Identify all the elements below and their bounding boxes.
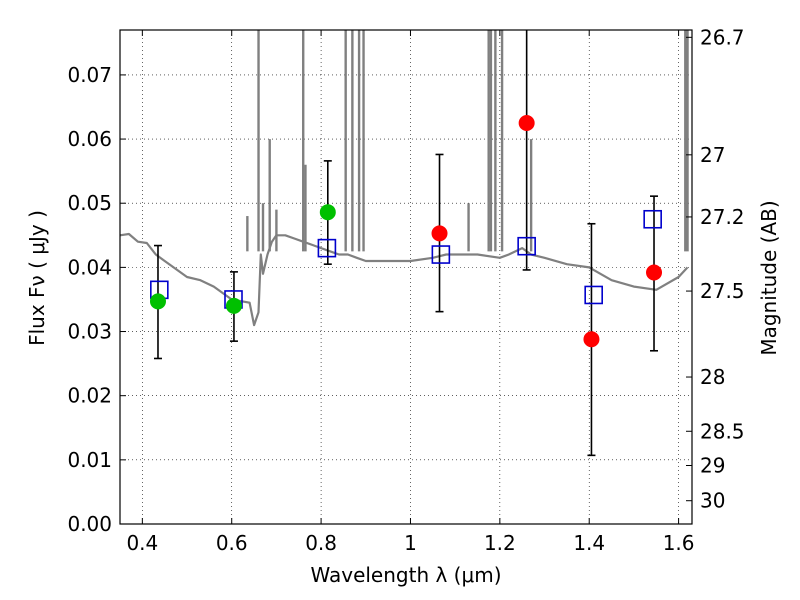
model-square [431, 245, 451, 264]
y-axis-ticks: 0.00 0.01 0.02 0.03 0.04 0.05 0.06 0.07 [67, 63, 126, 536]
mag-tick-label: 29 [700, 453, 725, 477]
model-square [643, 209, 662, 229]
y-axis-title: Flux Fν ( μJy ) [25, 210, 49, 346]
model-square [584, 285, 603, 305]
error-bars [153, 30, 659, 457]
data-point-green [149, 293, 166, 310]
y-tick-label: 0.02 [67, 384, 112, 408]
model-square [317, 238, 337, 258]
spectrum-line [119, 232, 689, 327]
magnitude-axis-ticks: 26.7 27 27.2 27.5 28 28.5 29 30 [686, 25, 745, 513]
mag-tick-label: 27 [700, 143, 725, 167]
data-point-red [518, 115, 535, 132]
y-tick-label: 0.00 [67, 512, 112, 536]
model-squares [150, 209, 662, 309]
x-tick-label: 0.4 [126, 531, 158, 555]
data-point-green [319, 204, 336, 221]
observed-points [149, 115, 663, 348]
x-tick-label: 1.4 [573, 531, 605, 555]
mag-tick-label: 26.7 [700, 25, 745, 49]
y-tick-label: 0.01 [67, 448, 112, 472]
x-tick-label: 0.6 [216, 531, 248, 555]
x-tick-label: 1.2 [484, 531, 516, 555]
y-tick-label: 0.04 [67, 255, 112, 279]
mag-tick-label: 27.2 [700, 205, 745, 229]
data-point-red [583, 331, 600, 348]
y-tick-label: 0.03 [67, 320, 112, 344]
x-tick-label: 1 [404, 531, 417, 555]
plot-frame [119, 29, 693, 525]
y-tick-label: 0.05 [67, 191, 112, 215]
mag-tick-label: 27.5 [700, 279, 745, 303]
mag-tick-label: 30 [700, 489, 725, 513]
y-tick-label: 0.06 [67, 127, 112, 151]
model-square [517, 236, 536, 256]
mag-tick-label: 28 [700, 365, 725, 389]
data-point-green [225, 297, 242, 314]
x-axis-title: Wavelength λ (μm) [310, 563, 501, 587]
spectrum [119, 30, 689, 327]
data-point-red [431, 225, 448, 242]
magnitude-axis-title: Magnitude (AB) [757, 200, 781, 355]
x-axis-ticks: 0.4 0.6 0.8 1 1.2 1.4 1.6 [126, 30, 695, 555]
data-point-red [646, 264, 663, 281]
x-tick-label: 0.8 [305, 531, 337, 555]
mag-tick-label: 28.5 [700, 419, 745, 443]
y-tick-label: 0.07 [67, 63, 112, 87]
x-tick-label: 1.6 [663, 531, 695, 555]
